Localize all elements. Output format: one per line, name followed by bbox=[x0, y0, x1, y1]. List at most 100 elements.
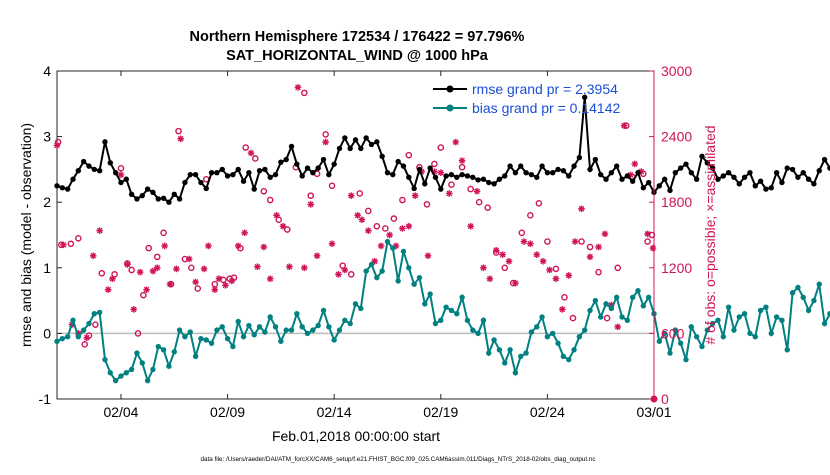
obs-assimilated-stroke bbox=[348, 192, 355, 199]
bias-point bbox=[640, 303, 647, 309]
x-tick-label: 02/04 bbox=[103, 404, 138, 420]
obs-assimilated-marker bbox=[631, 160, 639, 168]
rmse-point bbox=[725, 169, 732, 176]
rmse-point bbox=[491, 181, 497, 187]
rmse-point bbox=[635, 169, 641, 176]
rmse-point bbox=[422, 181, 428, 187]
bias-point bbox=[416, 274, 423, 281]
obs-possible-marker bbox=[322, 131, 329, 138]
bias-point bbox=[592, 297, 599, 304]
bias-point bbox=[693, 333, 700, 340]
y-axis-right-label: # of obs: o=possible; ×=assimilated bbox=[702, 125, 718, 344]
rmse-point bbox=[331, 161, 337, 167]
obs-possible-marker bbox=[614, 264, 622, 272]
obs-assimilated-marker bbox=[601, 230, 609, 238]
rmse-point bbox=[523, 169, 529, 176]
bias-point bbox=[59, 335, 66, 342]
rmse-point bbox=[645, 179, 652, 186]
obs-assimilated-stroke bbox=[54, 142, 60, 149]
rmse-point bbox=[512, 169, 519, 176]
rmse-point bbox=[272, 171, 279, 178]
rmse-point bbox=[486, 179, 492, 186]
bias-point bbox=[294, 311, 300, 317]
rmse-point bbox=[534, 174, 540, 180]
obs-possible-marker bbox=[475, 198, 483, 206]
bias-point bbox=[64, 333, 71, 340]
obs-assimilated-stroke bbox=[587, 253, 593, 260]
bias-point bbox=[645, 294, 652, 301]
obs-assimilated-stroke bbox=[493, 247, 500, 254]
rmse-point bbox=[518, 163, 524, 169]
data-marks bbox=[53, 84, 830, 403]
bias-point bbox=[619, 314, 625, 320]
legend-bias-label: bias grand pr = 0.14142 bbox=[472, 100, 620, 116]
bias-point bbox=[491, 337, 497, 343]
bias-point bbox=[560, 353, 567, 360]
rmse-point bbox=[400, 163, 407, 169]
plot-area bbox=[56, 70, 655, 400]
obs-possible-marker bbox=[484, 204, 491, 211]
rmse-point bbox=[363, 135, 369, 141]
obs-assimilated-stroke bbox=[280, 223, 286, 230]
rmse-point bbox=[800, 169, 806, 176]
obs-possible-marker bbox=[283, 226, 291, 233]
bias-point bbox=[160, 347, 167, 353]
rmse-point bbox=[262, 166, 268, 173]
x-tick-label: 02/19 bbox=[423, 404, 458, 420]
obs-assimilated-marker bbox=[124, 261, 131, 268]
rmse-point bbox=[432, 174, 439, 180]
y-left-tick-label: 0 bbox=[43, 325, 51, 341]
rmse-point bbox=[374, 139, 380, 145]
rmse-point bbox=[763, 186, 769, 192]
obs-assimilated-marker bbox=[130, 306, 138, 313]
bias-point bbox=[320, 307, 327, 314]
bias-point bbox=[395, 278, 401, 284]
bias-point bbox=[150, 366, 156, 373]
rmse-point bbox=[54, 183, 60, 189]
y-left-tick-label: 1 bbox=[43, 260, 51, 276]
obs-assimilated-stroke bbox=[186, 256, 193, 262]
obs-possible-marker bbox=[75, 234, 82, 242]
bias-point bbox=[235, 318, 241, 325]
obs-possible-marker bbox=[552, 265, 560, 273]
obs-possible-marker bbox=[501, 264, 509, 272]
rmse-point bbox=[619, 176, 625, 182]
obs-assimilated-marker bbox=[161, 242, 168, 250]
obs-possible-marker bbox=[328, 182, 336, 190]
rmse-point bbox=[411, 185, 417, 192]
obs-assimilated-stroke bbox=[124, 261, 131, 268]
rmse-point bbox=[773, 169, 780, 176]
rmse-point bbox=[102, 139, 108, 145]
bias-point bbox=[555, 340, 561, 346]
obs-assimilated-stroke bbox=[211, 286, 218, 293]
rmse-point bbox=[688, 169, 695, 176]
chart-title-line-1: Northern Hemisphere 172534 / 176422 = 97… bbox=[190, 29, 525, 45]
obs-assimilated-stroke bbox=[506, 258, 512, 265]
obs-assimilated-marker bbox=[104, 286, 112, 293]
bias-point bbox=[182, 333, 188, 340]
obs-possible-marker bbox=[595, 268, 602, 276]
bias-point bbox=[709, 320, 716, 327]
obs-assimilated-stroke bbox=[173, 266, 180, 272]
bias-point bbox=[667, 350, 673, 356]
obs-possible-marker bbox=[603, 314, 611, 322]
rmse-point bbox=[224, 173, 231, 179]
obs-possible-marker bbox=[535, 199, 543, 207]
bias-point bbox=[251, 332, 257, 338]
rmse-point bbox=[198, 179, 204, 186]
rmse-point bbox=[811, 181, 817, 187]
obs-assimilated-marker bbox=[341, 266, 349, 274]
rmse-point bbox=[70, 176, 76, 182]
obs-assimilated-stroke bbox=[216, 275, 222, 282]
rmse-point bbox=[709, 165, 716, 171]
obs-assimilated-stroke bbox=[314, 252, 320, 259]
obs-assimilated-marker bbox=[322, 138, 329, 146]
obs-assimilated-stroke bbox=[105, 286, 112, 293]
bias-point bbox=[118, 373, 124, 379]
rmse-point bbox=[629, 178, 636, 184]
obs-assimilated-marker bbox=[586, 253, 594, 261]
obs-assimilated-marker bbox=[335, 271, 342, 278]
bias-point bbox=[427, 291, 433, 297]
rmse-point bbox=[246, 169, 252, 176]
bias-point bbox=[720, 333, 726, 340]
